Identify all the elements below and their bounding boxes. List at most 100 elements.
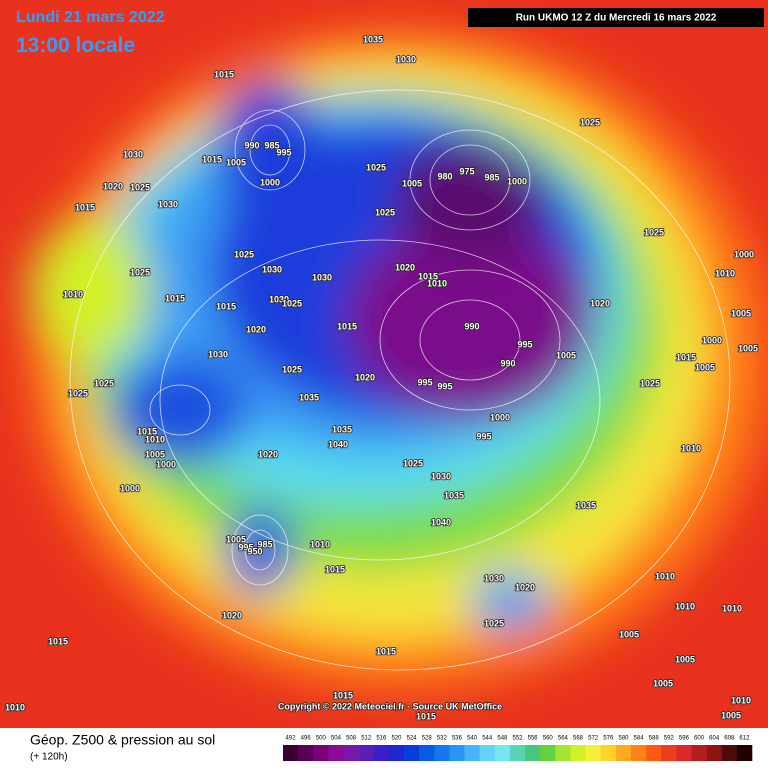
isobars [69, 89, 731, 671]
scale-label: 572 [588, 736, 599, 742]
isobar-label: 1035 [299, 392, 319, 402]
scale-swatch [691, 745, 707, 761]
scale-swatch [721, 745, 738, 761]
isobar-label: 1030 [431, 471, 451, 481]
scale-swatch [676, 745, 692, 761]
isobar-label: 975 [459, 166, 474, 176]
run-box [468, 8, 764, 27]
scale-swatch [630, 745, 647, 761]
scale-label: 548 [497, 736, 508, 742]
isobar-label: 1020 [246, 324, 266, 334]
isobar-label: 1000 [260, 177, 280, 187]
scale-swatch [404, 745, 420, 761]
isobar-label: 1005 [556, 350, 576, 360]
isobar-label: 1015 [48, 636, 68, 646]
scale-label: 608 [724, 736, 735, 742]
scale-label: 504 [331, 736, 342, 742]
isobar-label: 1010 [5, 702, 25, 712]
isobar-label: 1025 [282, 364, 302, 374]
isobar-label: 1015 [165, 293, 185, 303]
isobar-label: 1015 [216, 301, 236, 311]
scale-label: 524 [407, 736, 418, 742]
scale-label: 580 [618, 736, 629, 742]
isobar-label: 1015 [418, 271, 438, 281]
isobar-label: 990 [500, 358, 515, 368]
scale-swatch [388, 745, 405, 761]
geopotential-field [30, 30, 768, 690]
isobar-label: 1015 [202, 154, 222, 164]
scale-label: 508 [346, 736, 357, 742]
isobar-label: 1010 [715, 268, 735, 278]
isobar-label: 1030 [484, 573, 504, 583]
isobar-label: 1025 [68, 388, 88, 398]
scale-label: 588 [649, 736, 660, 742]
scale-label: 552 [512, 736, 523, 742]
scale-label: 560 [543, 736, 554, 742]
isobar-label: 1015 [137, 426, 157, 436]
scale-swatch [479, 745, 496, 761]
isobar-labels: 1035 1030 1015 1030 1015 1005 990 985 995 1000 102… [4, 34, 759, 723]
scale-swatch [464, 745, 480, 761]
isobar-label: 1010 [731, 695, 751, 705]
isobar-label: 1010 [681, 443, 701, 453]
scale-swatch [373, 745, 390, 761]
scale-swatch [706, 745, 723, 761]
isobar-label: 1010 [722, 603, 742, 613]
isobar-label: 1040 [328, 439, 348, 449]
scale-swatch [343, 745, 359, 761]
scale-swatch [661, 745, 677, 761]
isobar-label: 1020 [355, 372, 375, 382]
isobar-label: 1025 [484, 618, 504, 628]
isobar-label: 1020 [103, 181, 123, 191]
scale-swatch [736, 745, 753, 761]
isobar-label: 1005 [695, 362, 715, 372]
scale-label: 540 [467, 736, 478, 742]
scale-label: 512 [361, 736, 372, 742]
scale-swatch [585, 745, 602, 761]
isobar-label: 1005 [402, 178, 422, 188]
isobar-label: 1030 [208, 349, 228, 359]
isobar-label: 1005 [738, 343, 758, 353]
isobar-label: 1010 [145, 434, 165, 444]
isobar-label: 995 [417, 377, 432, 387]
isobar-label: 1025 [580, 117, 600, 127]
isobar-label: 1030 [158, 199, 178, 209]
isobar-label: 1000 [507, 176, 527, 186]
isobar-label: 985 [264, 140, 279, 150]
scale-swatch [434, 745, 450, 761]
scale-label: 612 [739, 736, 750, 742]
isobar-label: 995 [517, 339, 532, 349]
footer-lead: (+ 120h) [30, 752, 68, 763]
isobar-label: 1025 [403, 458, 423, 468]
scale-swatch [600, 745, 617, 761]
isobar-label: 1015 [376, 646, 396, 656]
scale-label: 592 [664, 736, 675, 742]
scale-label: 492 [286, 736, 297, 742]
isobar-label: 1020 [515, 582, 535, 592]
isobar-label: 1025 [375, 207, 395, 217]
scale-swatch [494, 745, 511, 761]
isobar-label: 1000 [490, 412, 510, 422]
run-info: Run UKMO 12 Z du Mercredi 16 mars 2022 [516, 13, 717, 24]
isobar-label: 1020 [258, 449, 278, 459]
scale-swatch [283, 745, 299, 761]
isobar-label: 1035 [444, 490, 464, 500]
scale-label: 496 [301, 736, 312, 742]
isobar-label: 995 [437, 381, 452, 391]
scale-swatch [555, 745, 571, 761]
isobar-label: 1000 [120, 483, 140, 493]
isobar-label: 1010 [427, 278, 447, 288]
isobar-label: 1025 [366, 162, 386, 172]
isobar-label: 1005 [145, 449, 165, 459]
isobar-label: 1010 [675, 601, 695, 611]
isobar-label: 1035 [332, 424, 352, 434]
isobar-label: 980 [437, 171, 452, 181]
isobar-label: 1030 [312, 272, 332, 282]
scale-label: 564 [558, 736, 569, 742]
scale-label: 544 [482, 736, 493, 742]
scale-label: 600 [694, 736, 705, 742]
isobar-label: 1010 [310, 539, 330, 549]
isobar-label: 1040 [431, 517, 451, 527]
isobar-label: 1005 [619, 629, 639, 639]
